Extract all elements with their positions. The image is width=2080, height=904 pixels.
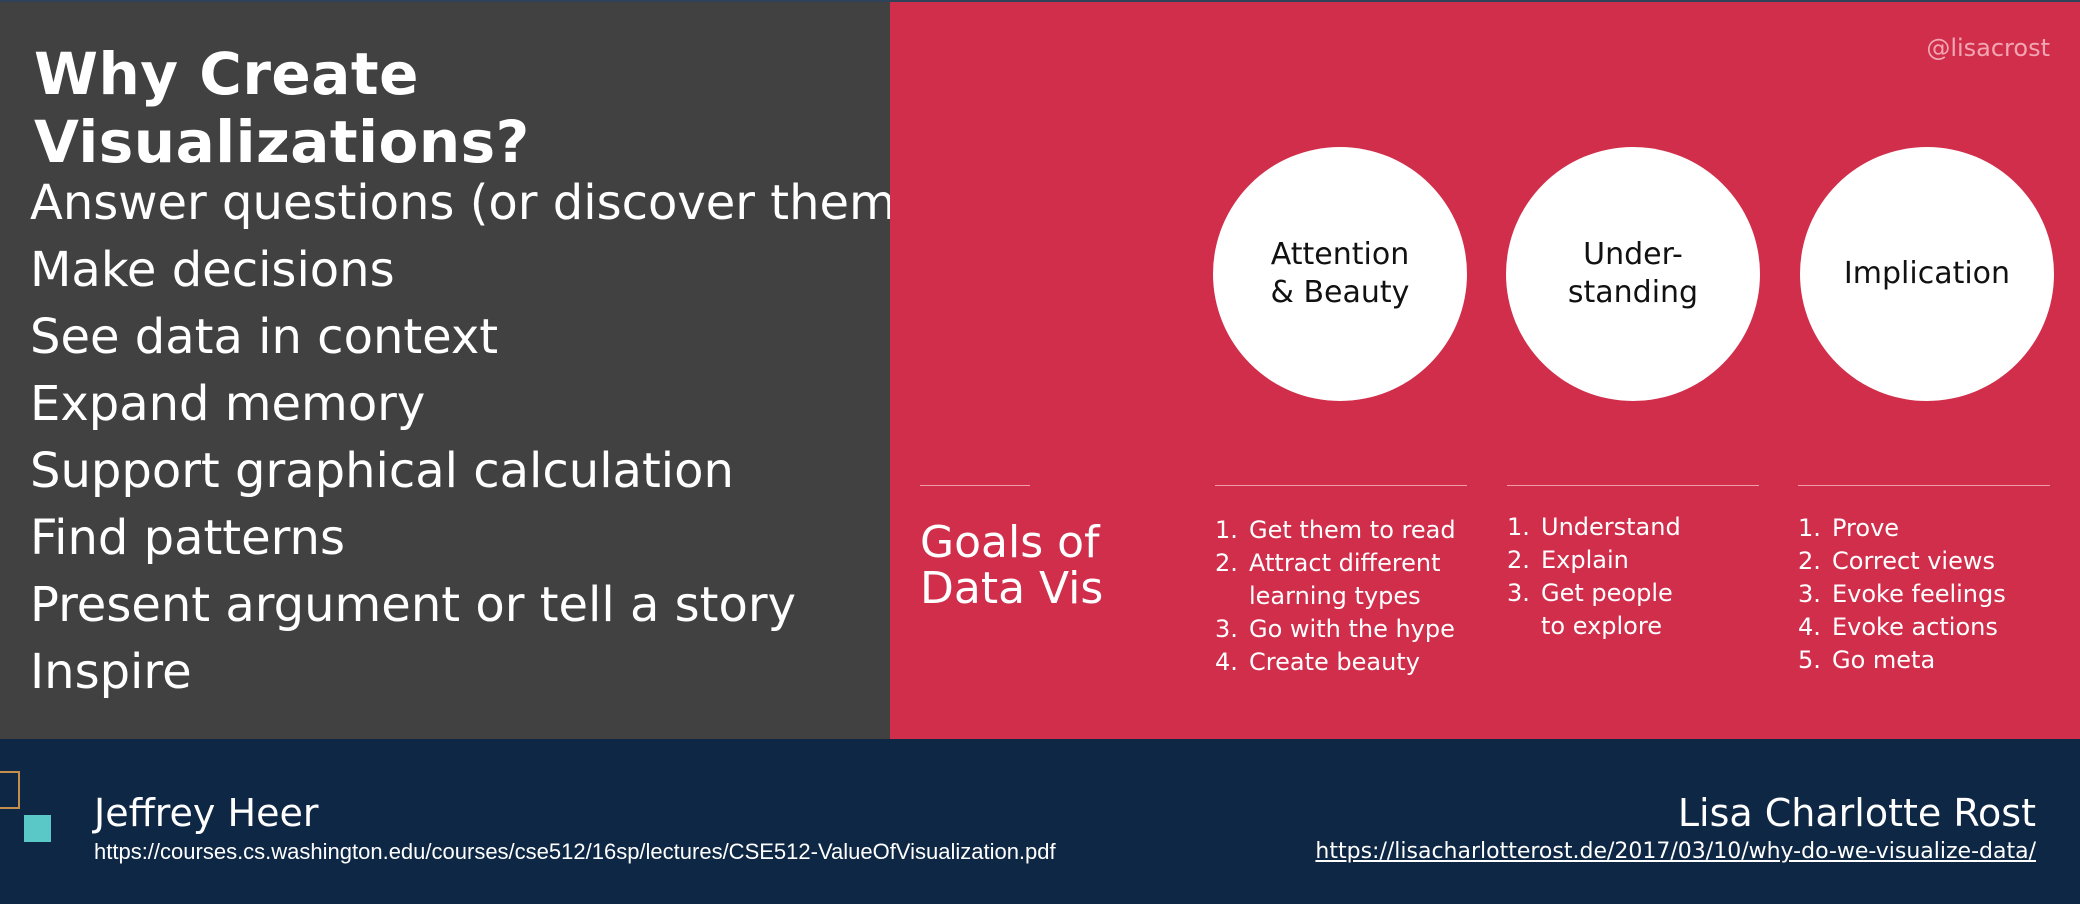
circle-label: Attention & Beauty bbox=[1270, 237, 1410, 310]
footer: Jeffrey Heer https://courses.cs.washingt… bbox=[0, 739, 2080, 904]
goals-heading: Goals of Data Vis bbox=[920, 520, 1103, 612]
divider-line bbox=[1798, 485, 2050, 486]
goals-line: Goals of bbox=[920, 517, 1100, 568]
decorative-accent-square bbox=[24, 815, 51, 842]
reason-item: Answer questions (or discover them) bbox=[30, 175, 915, 231]
right-source-link[interactable]: https://lisacharlotterost.de/2017/03/10/… bbox=[1315, 839, 2036, 864]
divider-line bbox=[1507, 485, 1759, 486]
reason-item: Inspire bbox=[30, 644, 192, 700]
reason-item: Expand memory bbox=[30, 376, 426, 432]
reason-item: See data in context bbox=[30, 309, 499, 365]
list-item: 4. Create beauty bbox=[1215, 648, 1420, 676]
list-item: 5. Go meta bbox=[1798, 646, 1936, 674]
left-title: Why Create Visualizations? bbox=[34, 40, 530, 176]
list-item: 2. Correct views bbox=[1798, 547, 1995, 575]
right-author-name: Lisa Charlotte Rost bbox=[1677, 791, 2036, 835]
top-border bbox=[0, 0, 2080, 2]
list-item: 1. Understand bbox=[1507, 513, 1681, 541]
reasons-list: Answer questions (or discover them) Make… bbox=[30, 170, 915, 706]
list-item: 1. Prove bbox=[1798, 514, 1900, 542]
decorative-outline-square bbox=[0, 771, 20, 809]
left-source-url: https://courses.cs.washington.edu/course… bbox=[94, 839, 1056, 864]
list-item: 2. Attract different learning types bbox=[1215, 549, 1441, 610]
circle-attention-beauty: Attention & Beauty bbox=[1213, 147, 1467, 401]
divider-line bbox=[920, 485, 1030, 486]
implication-steps-list: 1. Prove 2. Correct views 3. Evoke feelings… bbox=[1798, 512, 2006, 677]
list-item: 4. Evoke actions bbox=[1798, 613, 1998, 641]
reason-item: Make decisions bbox=[30, 242, 395, 298]
list-item: 3. Get people to explore bbox=[1507, 579, 1673, 640]
circle-label: Under- standing bbox=[1567, 237, 1699, 310]
right-panel: @lisacrost Attention & Beauty Under- sta… bbox=[890, 2, 2080, 739]
list-item: 3. Evoke feelings bbox=[1798, 580, 2006, 608]
reason-item: Support graphical calculation bbox=[30, 443, 734, 499]
list-item: 1. Get them to read bbox=[1215, 516, 1456, 544]
list-item: 2. Explain bbox=[1507, 546, 1629, 574]
understanding-steps-list: 1. Understand 2. Explain 3. Get people to e… bbox=[1507, 511, 1681, 643]
left-panel: Why Create Visualizations? Answer questi… bbox=[0, 2, 915, 739]
left-author-name: Jeffrey Heer bbox=[94, 791, 319, 835]
list-item: 3. Go with the hype bbox=[1215, 615, 1455, 643]
goals-line: Data Vis bbox=[920, 563, 1104, 614]
circle-understanding: Under- standing bbox=[1506, 147, 1760, 401]
reason-item: Find patterns bbox=[30, 510, 345, 566]
circle-label: Implication bbox=[1843, 256, 2011, 291]
circle-implication: Implication bbox=[1800, 147, 2054, 401]
divider-line bbox=[1215, 485, 1467, 486]
attention-steps-list: 1. Get them to read 2. Attract different l… bbox=[1215, 514, 1456, 679]
reason-item: Present argument or tell a story bbox=[30, 577, 796, 633]
twitter-handle: @lisacrost bbox=[1926, 34, 2050, 62]
